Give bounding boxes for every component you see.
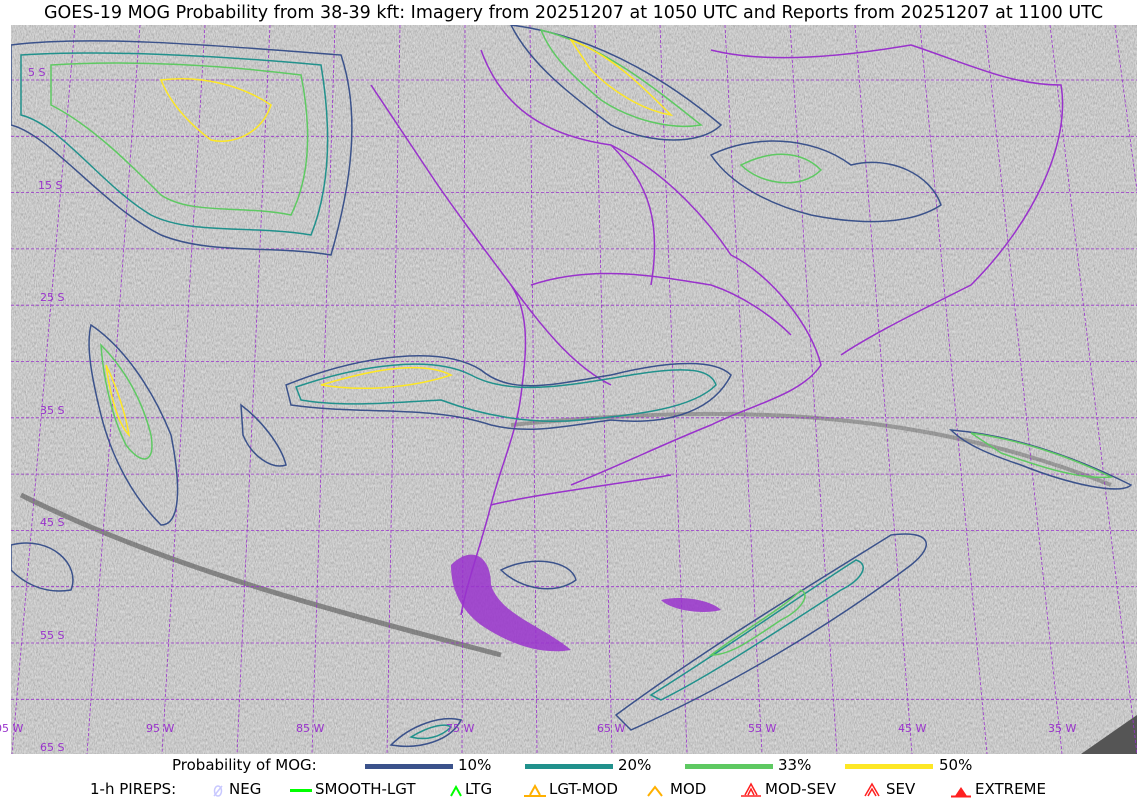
lon-label: 65 W: [597, 722, 626, 735]
lat-label: 15 S: [38, 179, 63, 192]
probability-legend-title: Probability of MOG:: [172, 756, 317, 774]
lat-label: 45 S: [40, 516, 65, 529]
mog-contours: [11, 25, 1133, 747]
longitude-gridline: [1049, 25, 1137, 754]
pirep-label-smooth-lgt: SMOOTH-LGT: [315, 780, 416, 798]
longitude-gridline: [659, 25, 688, 754]
longitude-gridline: [311, 25, 336, 754]
longitude-gridline: [236, 25, 271, 754]
legend-swatch-33: [685, 764, 773, 769]
pirep-label-neg: NEG: [229, 780, 262, 798]
lat-label: 55 S: [40, 629, 65, 642]
legend-swatch-10: [365, 764, 453, 769]
pirep-label-extreme: EXTREME: [975, 780, 1046, 798]
longitude-gridline: [984, 25, 1063, 754]
longitude-gridline: [919, 25, 988, 754]
longitude-gridline: [461, 25, 466, 754]
pirep-label-mod: MOD: [670, 780, 707, 798]
legend-label-10: 10%: [458, 756, 492, 774]
lon-label: 105 W: [0, 722, 24, 735]
pireps-legend: 1-h PIREPS: NEG SMOOTH-LGT LTG LGT-MOD M…: [0, 780, 1147, 802]
longitude-gridline: [854, 25, 913, 754]
longitude-gridline: [1114, 25, 1137, 194]
pireps-legend-title: 1-h PIREPS:: [90, 780, 177, 798]
pirep-label-mod-sev: MOD-SEV: [765, 780, 836, 798]
longitude-gridline: [386, 25, 401, 754]
lat-label: 25 S: [40, 291, 65, 304]
longitude-gridline: [161, 25, 206, 754]
longitude-gridline: [11, 25, 76, 754]
legend-swatch-50: [845, 764, 933, 769]
satellite-map: [11, 25, 1137, 754]
political-borders: [370, 44, 1064, 616]
lon-label: 55 W: [748, 722, 777, 735]
longitude-gridline: [86, 25, 141, 754]
lat-label: 35 S: [40, 404, 65, 417]
legend-label-33: 33%: [778, 756, 812, 774]
legend-swatch-20: [525, 764, 613, 769]
lon-label: 95 W: [146, 722, 175, 735]
longitude-gridline: [594, 25, 613, 754]
lon-label: 75 W: [446, 722, 475, 735]
imagery-texture: [11, 25, 1137, 754]
pirep-label-sev: SEV: [886, 780, 916, 798]
lon-label: 85 W: [296, 722, 325, 735]
extreme-triangle-icon: [951, 787, 971, 798]
lgt-mod-caret-icon: [524, 784, 546, 797]
legend-label-20: 20%: [618, 756, 652, 774]
lat-label: 5 S: [28, 66, 46, 79]
mod-caret-icon: [647, 785, 663, 797]
neg-icon: [213, 785, 223, 797]
ltg-caret-icon: [450, 785, 462, 797]
map-title: GOES-19 MOG Probability from 38-39 kft: …: [43, 3, 1104, 23]
lon-label: 45 W: [898, 722, 927, 735]
mod-sev-caret-icon: [741, 782, 761, 797]
pirep-label-lgt-mod: LGT-MOD: [549, 780, 618, 798]
smooth-lgt-line-icon: [290, 789, 312, 792]
lon-label: 35 W: [1048, 722, 1077, 735]
sev-caret-icon: [864, 782, 880, 797]
tierra-del-fuego: [451, 554, 721, 652]
pirep-label-ltg: LTG: [465, 780, 493, 798]
lat-lon-grid: [11, 25, 1137, 754]
longitude-gridline: [789, 25, 838, 754]
jet-streak-band: [19, 492, 502, 658]
legend-label-50: 50%: [939, 756, 973, 774]
probability-legend: Probability of MOG: 10% 20% 33% 50%: [0, 756, 1147, 778]
lat-label: 65 S: [40, 741, 65, 754]
no-data-corner: [1081, 715, 1137, 754]
